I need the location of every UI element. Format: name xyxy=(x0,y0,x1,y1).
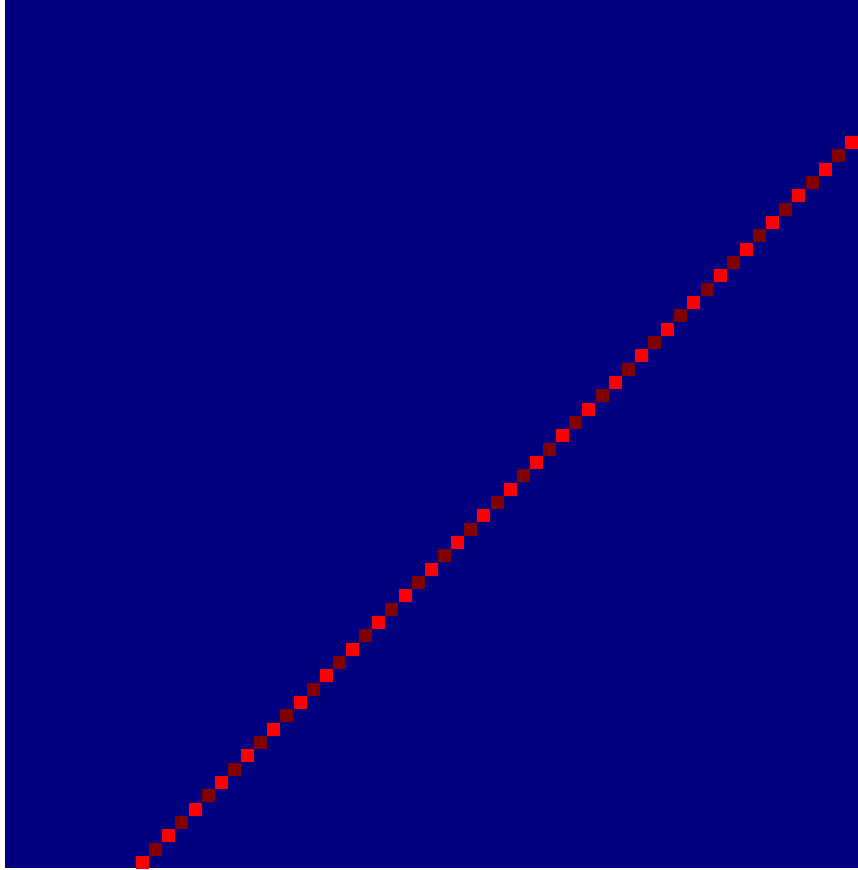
snake-segment xyxy=(399,589,412,602)
snake-segment xyxy=(385,603,398,616)
snake-segment xyxy=(556,429,569,442)
snake-segment xyxy=(806,176,819,189)
snake-segment xyxy=(202,789,215,802)
snake-segment xyxy=(569,416,582,429)
snake-segment xyxy=(162,829,175,842)
snake-segment xyxy=(491,496,504,509)
snake-segment xyxy=(451,536,464,549)
snake-segment xyxy=(740,243,753,256)
snake-segment xyxy=(714,269,727,282)
snake-segment xyxy=(189,803,202,816)
snake-segment xyxy=(412,576,425,589)
snake-segment xyxy=(241,749,254,762)
snake-segment xyxy=(609,376,622,389)
snake-segment xyxy=(622,363,635,376)
snake-segment xyxy=(267,723,280,736)
snake-segment xyxy=(845,136,858,149)
snake-segment xyxy=(596,389,609,402)
snake-segment xyxy=(792,189,805,202)
snake-segment xyxy=(674,309,687,322)
snake-segment xyxy=(635,349,648,362)
snake-segment xyxy=(438,549,451,562)
snake-segment xyxy=(228,763,241,776)
snake-segment xyxy=(701,283,714,296)
snake-segment xyxy=(766,216,779,229)
snake-segment xyxy=(149,843,162,856)
snake-segment xyxy=(280,709,293,722)
snake-segment xyxy=(307,683,320,696)
snake-segment xyxy=(136,856,149,869)
snake-segment xyxy=(727,256,740,269)
snake-segment xyxy=(582,403,595,416)
snake-segment xyxy=(517,469,530,482)
snake-segment xyxy=(832,149,845,162)
snake-segment xyxy=(753,229,766,242)
snake-segment xyxy=(294,696,307,709)
snake-segment xyxy=(477,509,490,522)
board-background xyxy=(5,0,858,868)
snake-segment xyxy=(819,163,832,176)
snake-segment xyxy=(425,563,438,576)
snake-segment xyxy=(779,203,792,216)
snake-segment xyxy=(661,323,674,336)
snake-segment xyxy=(530,456,543,469)
snake-segment xyxy=(175,816,188,829)
snake-segment xyxy=(504,483,517,496)
snake-segment xyxy=(359,629,372,642)
snake-segment xyxy=(687,296,700,309)
snake-segment xyxy=(346,643,359,656)
snake-segment xyxy=(464,523,477,536)
snake-segment xyxy=(648,336,661,349)
snake-segment xyxy=(254,736,267,749)
snake-segment xyxy=(543,443,556,456)
snake-segment xyxy=(215,776,228,789)
snake-segment xyxy=(320,669,333,682)
snake-segment xyxy=(333,656,346,669)
snake-segment xyxy=(372,616,385,629)
